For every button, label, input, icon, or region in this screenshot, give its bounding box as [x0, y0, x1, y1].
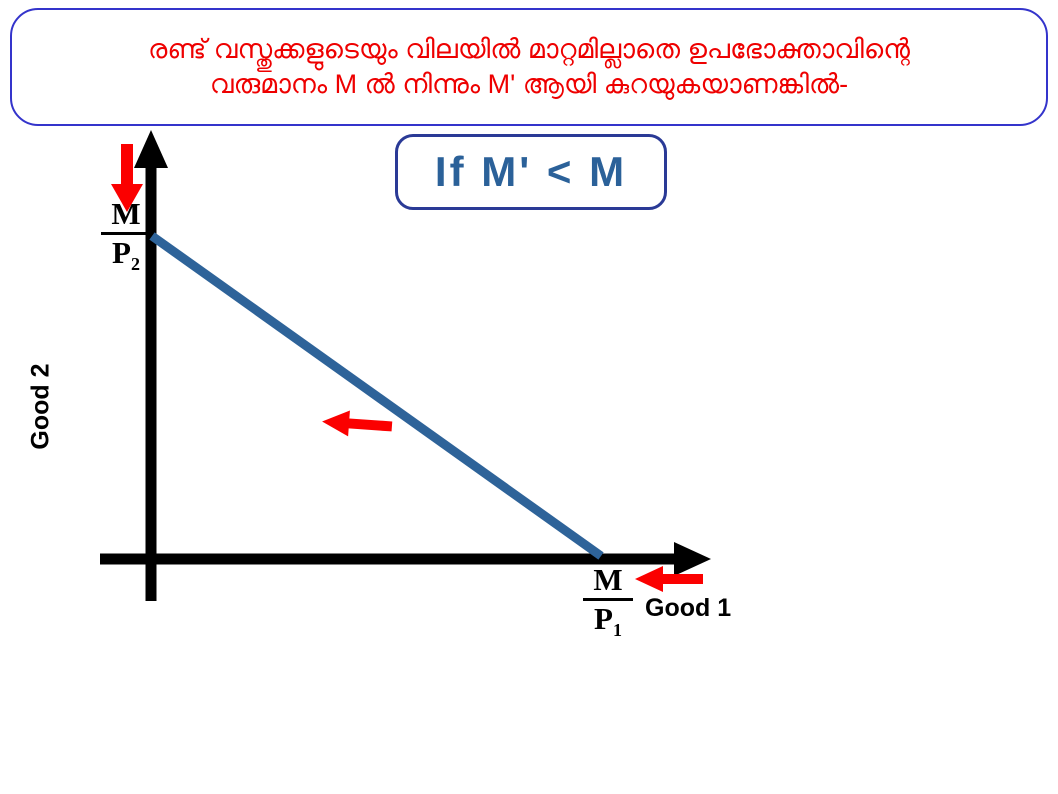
x-intercept-denominator: P1	[583, 601, 633, 640]
condition-text: If M' < M	[434, 148, 628, 195]
x-intercept-denominator-letter: P	[594, 601, 613, 636]
budget-line-inward-shift-arrow-icon	[322, 410, 393, 437]
x-axis-title: Good 1	[645, 594, 732, 622]
y-axis-arrowhead-icon	[134, 130, 168, 168]
y-intercept-denominator: P2	[101, 235, 151, 274]
condition-box: If M' < M	[395, 134, 667, 210]
x-intercept-decrease-arrow-icon	[635, 566, 703, 592]
y-intercept-numerator: M	[101, 198, 151, 235]
y-intercept-decrease-arrow-icon	[111, 144, 143, 212]
x-intercept-numerator: M	[583, 564, 633, 601]
x-intercept-label: M P1	[583, 564, 633, 640]
y-intercept-denominator-subscript: 2	[130, 254, 140, 275]
title-line-2: വരുമാനം M ൽ നിന്നും M' ആയി കുറയുകയാണങ്കി…	[209, 69, 849, 99]
title-line-1: രണ്ട് വസ്തുക്കളുടെയും വിലയിൽ മാറ്റമില്ലാ…	[147, 34, 910, 64]
y-intercept-denominator-letter: P	[112, 235, 131, 270]
x-axis-arrowhead-icon	[674, 542, 711, 576]
title-box: രണ്ട് വസ്തുക്കളുടെയും വിലയിൽ മാറ്റമില്ലാ…	[10, 8, 1048, 126]
y-intercept-label: M P2	[101, 198, 151, 274]
y-axis-title: Good 2	[26, 363, 55, 450]
x-intercept-denominator-subscript: 1	[612, 620, 622, 641]
budget-line	[149, 232, 604, 560]
